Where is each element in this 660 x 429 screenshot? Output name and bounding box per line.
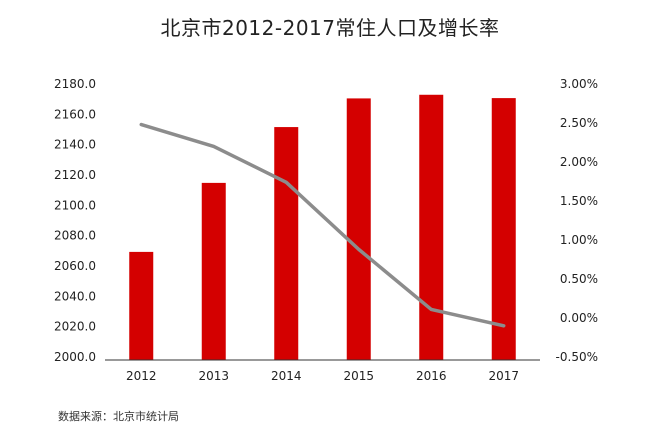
- left-tick-label: 2120.0: [54, 168, 96, 182]
- left-tick-label: 2040.0: [54, 289, 96, 303]
- right-tick-label: 2.00%: [560, 155, 598, 169]
- right-tick-label: 3.00%: [560, 77, 598, 91]
- bar-series: [129, 94, 516, 361]
- source-note: 数据来源：北京市统计局: [58, 410, 179, 423]
- left-tick-label: 2180.0: [54, 77, 96, 91]
- right-tick-label: 2.50%: [560, 116, 598, 130]
- left-tick-label: 2100.0: [54, 198, 96, 212]
- population-bar: [274, 127, 299, 360]
- growth-line-series: [139, 122, 506, 328]
- left-tick-label: 2080.0: [54, 229, 96, 243]
- growth-rate-line: [139, 122, 506, 328]
- population-bar: [129, 251, 154, 360]
- right-tick-label: -0.50%: [556, 350, 598, 364]
- left-tick-label: 2000.0: [54, 350, 96, 364]
- x-tick-label: 2015: [343, 369, 374, 383]
- x-tick-label: 2016: [416, 369, 447, 383]
- population-bar: [419, 94, 444, 360]
- population-bar: [491, 98, 516, 360]
- right-y-axis: -0.50% 0.00% 0.50% 1.00% 1.50% 2.00% 2.50% 3.00…: [556, 77, 598, 364]
- right-tick-label: 1.50%: [560, 194, 598, 208]
- right-tick-label: 0.00%: [560, 311, 598, 325]
- population-bar: [346, 98, 371, 361]
- x-tick-label: 2013: [198, 369, 229, 383]
- x-tick-label: 2012: [126, 369, 157, 383]
- x-axis: 2012 2013 2014 2015 2016 2017: [105, 359, 540, 383]
- population-bar: [201, 182, 226, 360]
- left-tick-label: 2140.0: [54, 138, 96, 152]
- x-tick-label: 2017: [488, 369, 519, 383]
- left-tick-label: 2060.0: [54, 259, 96, 273]
- x-tick-label: 2014: [271, 369, 302, 383]
- chart-title: 北京市2012-2017常住人口及增长率: [160, 16, 500, 40]
- left-tick-label: 2020.0: [54, 320, 96, 334]
- right-tick-label: 0.50%: [560, 272, 598, 286]
- left-tick-label: 2160.0: [54, 107, 96, 121]
- right-tick-label: 1.00%: [560, 233, 598, 247]
- left-y-axis: 2000.0 2020.0 2040.0 2060.0 2080.0 2100.0 2120…: [54, 77, 96, 364]
